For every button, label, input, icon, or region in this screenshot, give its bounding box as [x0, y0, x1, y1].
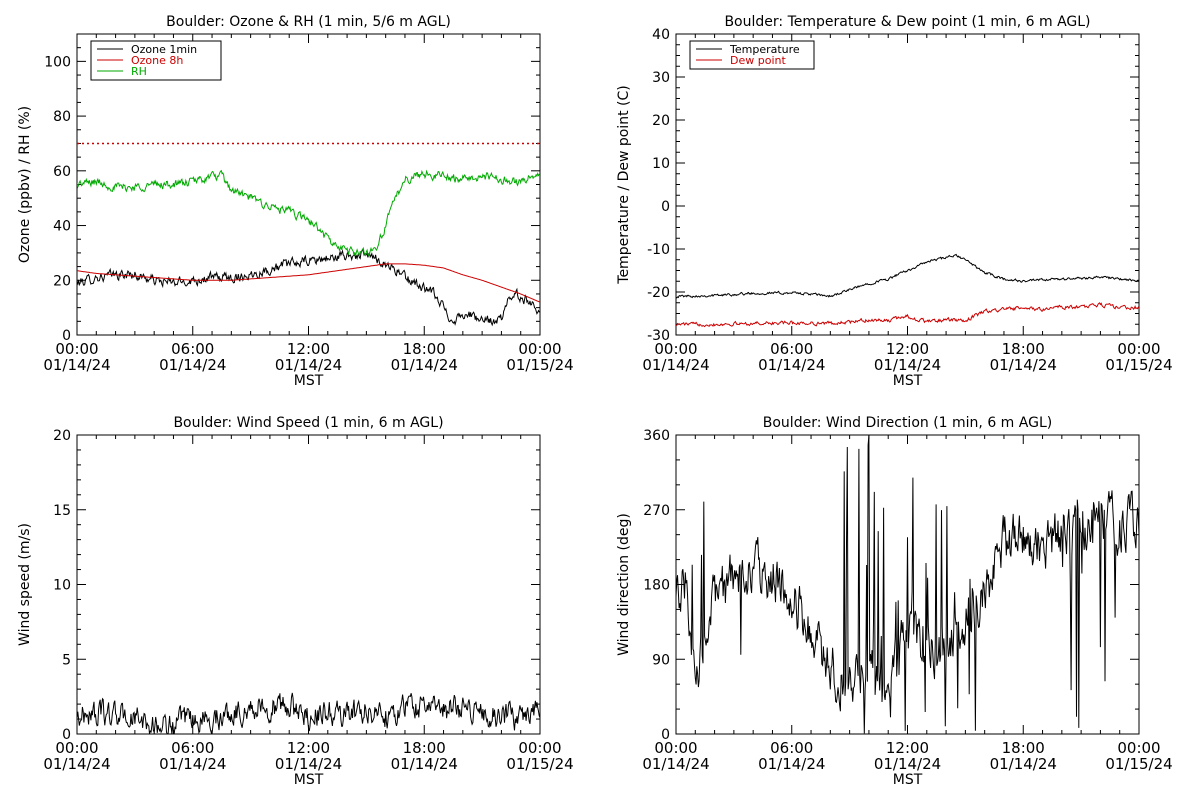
x-tick-date-label: 01/14/24 [758, 356, 825, 374]
x-tick-time-label: 06:00 [171, 340, 214, 358]
x-tick-time-label: 00:00 [1117, 340, 1160, 358]
y-tick-label: 60 [53, 164, 71, 180]
y-tick-label: -10 [647, 242, 670, 258]
x-tick-time-label: 18:00 [403, 739, 446, 757]
x-tick-date-label: 01/15/24 [506, 356, 573, 374]
x-tick-date-label: 01/14/24 [275, 755, 342, 773]
wind-speed-chart: Boulder: Wind Speed (1 min, 6 m AGL) 0 5 10… [17, 415, 574, 788]
x-tick-time-label: 00:00 [518, 739, 561, 757]
x-tick-time-label: 06:00 [171, 739, 214, 757]
y-tick-label: 40 [652, 27, 670, 43]
y-tick-label: -30 [647, 328, 670, 344]
series-line [77, 692, 540, 734]
legend-label: Dew point [730, 54, 786, 67]
x-tick-date-label: 01/14/24 [874, 755, 941, 773]
y-tick-label: 90 [652, 652, 670, 668]
y-axis-label: Wind speed (m/s) [17, 523, 33, 646]
x-tick-date-label: 01/15/24 [1105, 755, 1172, 773]
x-tick-date-label: 01/14/24 [275, 356, 342, 374]
y-tick-label: 5 [62, 652, 71, 668]
x-tick-date-label: 01/14/24 [990, 755, 1057, 773]
x-tick-time-label: 00:00 [55, 739, 98, 757]
x-axis-label: MST [294, 772, 324, 788]
y-tick-label: 20 [53, 273, 71, 289]
chart-title: Boulder: Temperature & Dew point (1 min,… [724, 14, 1090, 30]
x-tick-time-label: 00:00 [654, 739, 697, 757]
legend-label: RH [131, 65, 147, 78]
y-axis-label: Temperature / Dew point (C) [616, 85, 632, 284]
y-tick-label: 100 [44, 54, 71, 70]
x-tick-date-label: 01/15/24 [506, 755, 573, 773]
x-tick-time-label: 12:00 [886, 340, 929, 358]
y-tick-label: 20 [53, 428, 71, 444]
x-tick-date-label: 01/14/24 [391, 755, 458, 773]
temperature-dewpoint-chart: Boulder: Temperature & Dew point (1 min,… [616, 14, 1173, 389]
x-tick-date-label: 01/14/24 [990, 356, 1057, 374]
y-tick-label: 0 [62, 328, 71, 344]
plot-frame [675, 33, 1140, 336]
legend-box [689, 40, 815, 70]
x-tick-date-label: 01/14/24 [391, 356, 458, 374]
y-tick-label: 360 [643, 428, 670, 444]
y-tick-label: 270 [643, 503, 670, 519]
legend-label: Ozone 1min [131, 43, 197, 56]
chart-title: Boulder: Wind Direction (1 min, 6 m AGL) [763, 415, 1052, 431]
x-axis-label: MST [294, 373, 324, 389]
y-tick-label: 40 [53, 219, 71, 235]
y-tick-label: 30 [652, 70, 670, 86]
series-line [77, 263, 540, 303]
x-tick-time-label: 18:00 [1002, 340, 1045, 358]
x-tick-time-label: 00:00 [654, 340, 697, 358]
y-axis-label: Wind direction (deg) [616, 513, 632, 656]
x-tick-date-label: 01/14/24 [43, 755, 110, 773]
x-tick-time-label: 12:00 [287, 739, 330, 757]
x-tick-date-label: 01/14/24 [874, 356, 941, 374]
x-tick-date-label: 01/14/24 [642, 755, 709, 773]
x-axis-label: MST [893, 373, 923, 389]
x-tick-time-label: 00:00 [1117, 739, 1160, 757]
wind-direction-chart: Boulder: Wind Direction (1 min, 6 m AGL)… [616, 415, 1173, 788]
x-tick-date-label: 01/14/24 [642, 356, 709, 374]
legend-label: Temperature [729, 43, 800, 56]
y-tick-label: 80 [53, 109, 71, 125]
chart-title: Boulder: Wind Speed (1 min, 6 m AGL) [173, 415, 443, 431]
legend-label: Ozone 8h [131, 54, 183, 67]
series-line [676, 253, 1139, 299]
x-tick-date-label: 01/14/24 [159, 356, 226, 374]
x-tick-date-label: 01/14/24 [159, 755, 226, 773]
x-tick-date-label: 01/15/24 [1105, 356, 1172, 374]
y-tick-label: 0 [661, 727, 670, 743]
series-line [676, 302, 1139, 328]
series-line [676, 435, 1139, 734]
plot-frame [76, 434, 541, 735]
x-tick-date-label: 01/14/24 [43, 356, 110, 374]
x-tick-time-label: 00:00 [518, 340, 561, 358]
series-line [77, 169, 540, 257]
y-axis-label: Ozone (ppbv) / RH (%) [17, 106, 33, 263]
y-tick-label: -20 [647, 285, 670, 301]
x-tick-time-label: 06:00 [770, 340, 813, 358]
y-tick-label: 0 [661, 199, 670, 215]
y-tick-label: 15 [53, 503, 71, 519]
x-tick-time-label: 12:00 [287, 340, 330, 358]
y-tick-label: 10 [53, 578, 71, 594]
x-tick-time-label: 18:00 [403, 340, 446, 358]
chart-title: Boulder: Ozone & RH (1 min, 5/6 m AGL) [166, 14, 451, 30]
y-tick-label: 180 [643, 578, 670, 594]
y-tick-label: 10 [652, 156, 670, 172]
x-tick-time-label: 12:00 [886, 739, 929, 757]
x-axis-label: MST [893, 772, 923, 788]
ozone-rh-chart: Boulder: Ozone & RH (1 min, 5/6 m AGL) 0 2… [17, 14, 574, 389]
x-tick-time-label: 00:00 [55, 340, 98, 358]
y-tick-label: 20 [652, 113, 670, 129]
x-tick-date-label: 01/14/24 [758, 755, 825, 773]
series-line [77, 248, 540, 327]
x-tick-time-label: 18:00 [1002, 739, 1045, 757]
x-tick-time-label: 06:00 [770, 739, 813, 757]
y-tick-label: 0 [62, 727, 71, 743]
